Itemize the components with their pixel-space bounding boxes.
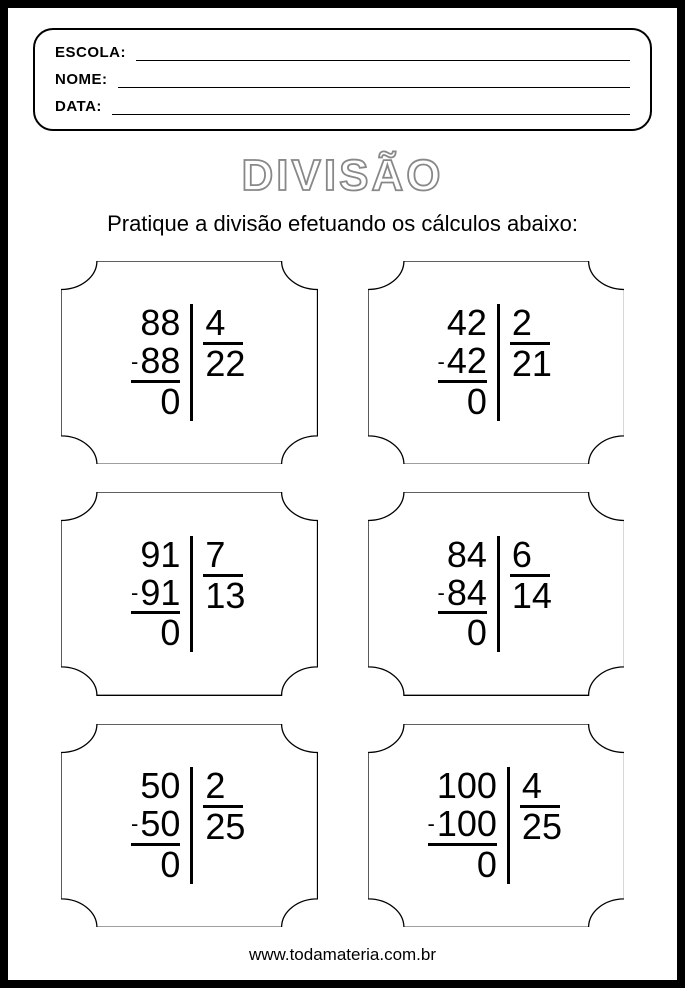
right-column: 4 22 (193, 304, 247, 383)
problem-card: 84 - 84 0 6 14 (368, 492, 625, 695)
quotient: 21 (510, 345, 554, 383)
problem-card: 91 - 91 0 7 13 (61, 492, 318, 695)
remainder: 0 (160, 846, 180, 884)
division-problem: 50 - 50 0 2 25 (131, 767, 247, 883)
worksheet-page: ESCOLA: NOME: DATA: DIVISÃO Pratique a d… (0, 0, 685, 988)
dividend-row: 50 (140, 767, 180, 805)
name-label: NOME: (55, 71, 108, 88)
minus-sign: - (131, 581, 138, 604)
date-label: DATA: (55, 98, 102, 115)
division-problem: 88 - 88 0 4 22 (131, 304, 247, 420)
dividend: 91 (140, 536, 180, 574)
divisor: 2 (203, 767, 243, 808)
school-line[interactable] (136, 60, 630, 61)
footer-url: www.todamateria.com.br (33, 945, 652, 965)
left-column: 84 - 84 0 (438, 536, 500, 652)
dividend: 42 (447, 304, 487, 342)
right-column: 2 25 (193, 767, 247, 846)
subtrahend-row: - 84 (438, 574, 487, 615)
student-info-box: ESCOLA: NOME: DATA: (33, 28, 652, 131)
remainder: 0 (467, 383, 487, 421)
date-line[interactable] (112, 114, 630, 115)
division-problem: 100 - 100 0 4 25 (428, 767, 564, 883)
subtrahend-row: - 88 (131, 342, 180, 383)
school-row: ESCOLA: (55, 44, 630, 61)
divisor: 7 (203, 536, 243, 577)
quotient: 25 (520, 808, 564, 846)
page-title: DIVISÃO (33, 151, 652, 201)
minus-sign: - (131, 350, 138, 373)
problem-card: 100 - 100 0 4 25 (368, 724, 625, 927)
minus-sign: - (428, 812, 435, 835)
quotient: 13 (203, 577, 247, 615)
problems-grid: 88 - 88 0 4 22 42 - 42 (33, 261, 652, 927)
problem-card: 42 - 42 0 2 21 (368, 261, 625, 464)
divisor: 2 (510, 304, 550, 345)
remainder: 0 (160, 614, 180, 652)
subtrahend: 42 (447, 342, 487, 380)
dividend: 100 (437, 767, 497, 805)
dividend-row: 91 (140, 536, 180, 574)
minus-sign: - (131, 812, 138, 835)
left-column: 50 - 50 0 (131, 767, 193, 883)
left-column: 91 - 91 0 (131, 536, 193, 652)
dividend: 50 (140, 767, 180, 805)
date-row: DATA: (55, 98, 630, 115)
divisor: 4 (520, 767, 560, 808)
dividend-row: 84 (447, 536, 487, 574)
subtrahend-row: - 42 (438, 342, 487, 383)
problem-card: 50 - 50 0 2 25 (61, 724, 318, 927)
subtrahend: 50 (140, 805, 180, 843)
right-column: 7 13 (193, 536, 247, 615)
subtrahend-row: - 91 (131, 574, 180, 615)
subtrahend: 91 (140, 574, 180, 612)
dividend-row: 88 (140, 304, 180, 342)
minus-sign: - (438, 581, 445, 604)
name-row: NOME: (55, 71, 630, 88)
dividend-row: 100 (437, 767, 497, 805)
division-problem: 84 - 84 0 6 14 (438, 536, 554, 652)
division-problem: 91 - 91 0 7 13 (131, 536, 247, 652)
right-column: 2 21 (500, 304, 554, 383)
dividend: 84 (447, 536, 487, 574)
remainder: 0 (467, 614, 487, 652)
subtrahend-row: - 100 (428, 805, 497, 846)
subtrahend-row: - 50 (131, 805, 180, 846)
left-column: 88 - 88 0 (131, 304, 193, 420)
school-label: ESCOLA: (55, 44, 126, 61)
minus-sign: - (438, 350, 445, 373)
quotient: 25 (203, 808, 247, 846)
divisor: 4 (203, 304, 243, 345)
subtrahend: 88 (140, 342, 180, 380)
remainder: 0 (477, 846, 497, 884)
subtrahend: 100 (437, 805, 497, 843)
quotient: 14 (510, 577, 554, 615)
problem-card: 88 - 88 0 4 22 (61, 261, 318, 464)
division-problem: 42 - 42 0 2 21 (438, 304, 554, 420)
instruction-text: Pratique a divisão efetuando os cálculos… (33, 211, 652, 237)
dividend-row: 42 (447, 304, 487, 342)
left-column: 100 - 100 0 (428, 767, 510, 883)
divisor: 6 (510, 536, 550, 577)
subtrahend: 84 (447, 574, 487, 612)
name-line[interactable] (118, 87, 631, 88)
dividend: 88 (140, 304, 180, 342)
left-column: 42 - 42 0 (438, 304, 500, 420)
right-column: 6 14 (500, 536, 554, 615)
remainder: 0 (160, 383, 180, 421)
quotient: 22 (203, 345, 247, 383)
right-column: 4 25 (510, 767, 564, 846)
